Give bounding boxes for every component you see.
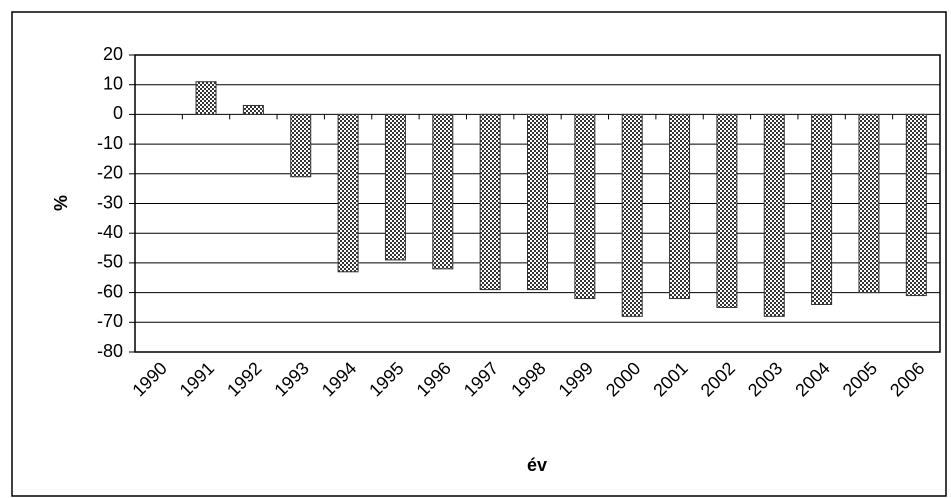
x-tick-label: 1994	[318, 358, 360, 400]
bar	[384, 113, 406, 261]
y-tick-label: -20	[97, 163, 123, 183]
x-axis-label: év	[527, 455, 547, 475]
bar	[242, 104, 264, 115]
y-tick-label: -80	[97, 341, 123, 361]
bar	[811, 113, 833, 305]
x-tick-label: 2003	[744, 358, 786, 400]
bar	[905, 113, 927, 297]
bar	[527, 113, 548, 291]
y-tick-label: -50	[97, 252, 123, 272]
x-tick-label: 1993	[270, 358, 312, 400]
y-tick-label: 20	[103, 44, 123, 64]
x-tick-label: 2004	[791, 358, 833, 400]
y-tick-label: 10	[103, 73, 123, 93]
bar	[337, 113, 359, 273]
bar	[716, 113, 738, 308]
y-tick-label: -40	[97, 222, 123, 242]
x-tick-label: 2005	[839, 358, 881, 400]
x-tick-label: 2000	[602, 358, 644, 400]
bar	[858, 113, 880, 294]
x-tick-label: 2001	[649, 358, 691, 400]
x-tick-label: 2002	[697, 358, 739, 400]
bar	[479, 113, 501, 291]
x-tick-label: 1995	[365, 358, 407, 400]
bar	[763, 113, 785, 317]
x-tick-label: 1996	[413, 358, 455, 400]
y-tick-label: 0	[113, 103, 123, 123]
y-tick-label: -10	[97, 133, 123, 153]
y-axis-label: %	[51, 195, 71, 211]
bar	[669, 113, 691, 300]
y-tick-label: -60	[97, 281, 123, 301]
y-tick-label: -70	[97, 311, 123, 331]
bar	[195, 81, 217, 115]
bar	[290, 113, 312, 178]
x-tick-label: 1990	[128, 358, 170, 400]
x-tick-label: 1998	[507, 358, 549, 400]
y-tick-label: -30	[97, 192, 123, 212]
x-tick-label: 1992	[223, 358, 265, 400]
x-tick-label: 2006	[886, 358, 928, 400]
x-tick-label: 1991	[176, 358, 218, 400]
bar	[432, 113, 454, 270]
bar	[621, 113, 643, 317]
x-tick-label: 1997	[460, 358, 502, 400]
x-tick-label: 1999	[555, 358, 597, 400]
bar	[574, 113, 596, 300]
frame	[11, 11, 947, 497]
